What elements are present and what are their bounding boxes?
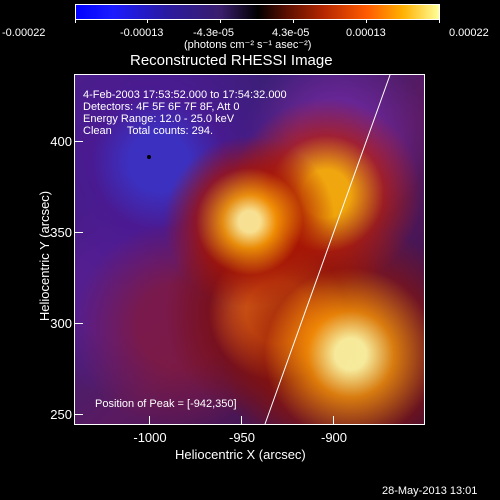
colorbar-tick-label: -4.3e-05 <box>193 27 234 39</box>
colorbar-unit-label: (photons cm⁻² s⁻¹ asec⁻²) <box>184 39 312 51</box>
x-tick <box>333 416 334 424</box>
x-tick-label: -900 <box>320 430 348 445</box>
plot-frame: 4-Feb-2003 17:53:52.000 to 17:54:32.000 … <box>74 74 425 425</box>
info-detectors: Detectors: 4F 5F 6F 7F 8F, Att 0 <box>83 101 240 113</box>
colorbar-tick-label: -0.00022 <box>2 27 46 39</box>
y-tick <box>75 141 83 142</box>
y-tick-label: 250 <box>50 407 72 422</box>
colorbar-tick-label: 4.3e-05 <box>272 27 310 39</box>
y-tick-label: 350 <box>50 225 72 240</box>
colorbar-tick <box>147 20 148 23</box>
colorbar-tick-label: -0.00013 <box>120 27 164 39</box>
rhessi-image <box>75 75 424 424</box>
peak-marker <box>147 155 151 159</box>
y-axis-label: Heliocentric Y (arcsec) <box>37 190 52 322</box>
overlay-layer <box>147 75 391 424</box>
info-energy-range: Energy Range: 12.0 - 25.0 keV <box>83 113 235 125</box>
peak-position-label: Position of Peak = [-942,350] <box>95 398 237 410</box>
info-clean-counts: Clean Total counts: 294. <box>83 125 214 137</box>
plot-title: Reconstructed RHESSI Image <box>130 52 333 69</box>
colorbar-tick <box>439 20 440 23</box>
x-tick <box>149 416 150 424</box>
limb-line <box>264 75 391 424</box>
x-axis-label: Heliocentric X (arcsec) <box>175 447 306 462</box>
x-tick-label: -950 <box>228 430 256 445</box>
y-tick <box>75 414 83 415</box>
y-tick-label: 400 <box>50 134 72 149</box>
y-tick <box>75 323 83 324</box>
colorbar-tick <box>75 20 76 23</box>
colorbar-tick-label: 0.00022 <box>449 27 489 39</box>
colorbar <box>75 4 440 20</box>
colorbar-tick <box>220 20 221 23</box>
colorbar-tick <box>366 20 367 23</box>
y-tick <box>75 232 83 233</box>
info-time-range: 4-Feb-2003 17:53:52.000 to 17:54:32.000 <box>83 89 287 101</box>
colorbar-tick-label: 0.00013 <box>346 27 386 39</box>
colorbar-tick <box>293 20 294 23</box>
x-tick-label: -1000 <box>133 430 167 445</box>
x-tick <box>241 416 242 424</box>
y-tick-label: 300 <box>50 316 72 331</box>
footer-timestamp: 28-May-2013 13:01 <box>382 485 478 497</box>
